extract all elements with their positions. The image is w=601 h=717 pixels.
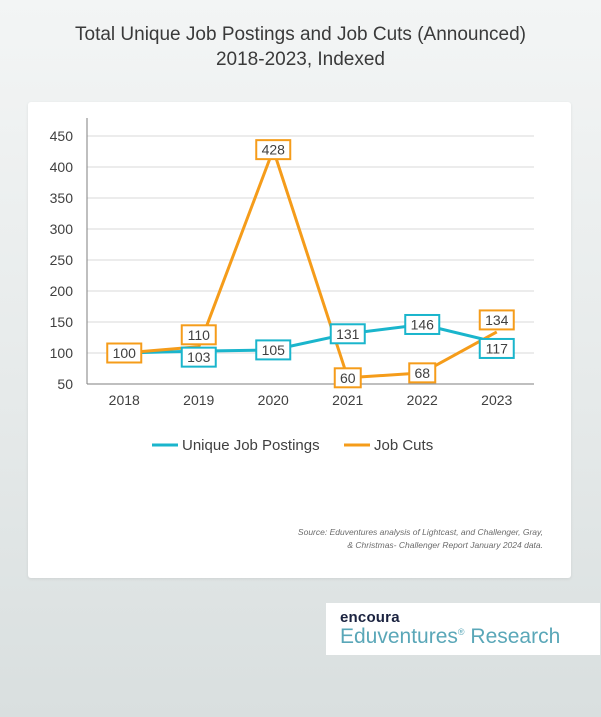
- brand-logo: encoura Eduventures® Research: [326, 603, 600, 655]
- job-cuts-line: [124, 148, 498, 380]
- x-tick-label: 2019: [183, 392, 214, 408]
- line-chart: 50 100 150 200 250 300 350 400 450 2018 2019 2020 20…: [50, 118, 534, 454]
- data-label-postings: 103: [187, 349, 211, 365]
- data-label-job-cuts-box: [180, 324, 217, 346]
- data-label-postings: 117: [486, 340, 509, 356]
- data-label-job-cuts-box: [333, 367, 362, 389]
- legend-job-cuts-label: Job Cuts: [374, 437, 433, 454]
- source-line-2: & Christmas- Challenger Report January 2…: [347, 540, 543, 550]
- x-tick-label: 2020: [258, 392, 289, 408]
- eduventures-name: Eduventures: [340, 625, 458, 648]
- data-label-postings: 146: [411, 316, 435, 332]
- data-label-shared: 100: [113, 345, 137, 361]
- data-label-job-cuts: 110: [188, 327, 211, 343]
- y-tick-label: 250: [50, 252, 74, 268]
- x-tick-label: 2023: [481, 392, 512, 408]
- x-tick-label: 2022: [407, 392, 438, 408]
- chart-title-line-1: Total Unique Job Postings and Job Cuts (…: [75, 24, 526, 45]
- data-label-job-cuts: 428: [262, 142, 286, 158]
- y-tick-label: 100: [50, 345, 74, 361]
- y-tick-label: 50: [57, 376, 73, 392]
- chart-title-line-2: 2018-2023, Indexed: [215, 49, 386, 70]
- data-label-postings-box: [329, 323, 366, 345]
- data-label-postings: 131: [336, 326, 360, 342]
- data-label-job-cuts-box: [255, 139, 292, 161]
- data-label-job-cuts: 134: [485, 312, 509, 328]
- encoura-wordmark: encoura: [340, 609, 400, 626]
- x-tick-label: 2018: [109, 392, 140, 408]
- data-label-postings-box: [180, 346, 217, 368]
- y-tick-label: 450: [50, 128, 74, 144]
- y-tick-label: 350: [50, 190, 74, 206]
- source-note: Source: Eduventures analysis of Lightcas…: [183, 526, 543, 552]
- x-tick-label: 2021: [332, 392, 363, 408]
- data-label-postings-box: [478, 337, 515, 359]
- data-label-postings-box: [255, 339, 292, 361]
- eduventures-wordmark: Eduventures® Research: [340, 625, 560, 649]
- data-label-postings: 105: [262, 342, 286, 358]
- y-tick-label: 400: [50, 159, 74, 175]
- chart-title: Total Unique Job Postings and Job Cuts (…: [0, 22, 601, 72]
- data-label-job-cuts-box: [408, 362, 437, 384]
- y-tick-label: 150: [50, 314, 74, 330]
- data-label-job-cuts-box: [478, 309, 515, 331]
- y-tick-label: 200: [50, 283, 74, 299]
- chart-card: 50 100 150 200 250 300 350 400 450 2018 2019 2020 20…: [28, 102, 571, 578]
- data-label-job-cuts: 60: [340, 370, 356, 386]
- data-label-job-cuts: 68: [414, 365, 430, 381]
- data-label-shared-box: [106, 342, 143, 364]
- data-label-postings-box: [404, 313, 441, 335]
- y-tick-label: 300: [50, 221, 74, 237]
- research-label: Research: [464, 625, 561, 648]
- source-line-1: Source: Eduventures analysis of Lightcas…: [297, 527, 543, 537]
- legend-postings-label: Unique Job Postings: [182, 437, 320, 454]
- registered-mark: ®: [457, 627, 465, 637]
